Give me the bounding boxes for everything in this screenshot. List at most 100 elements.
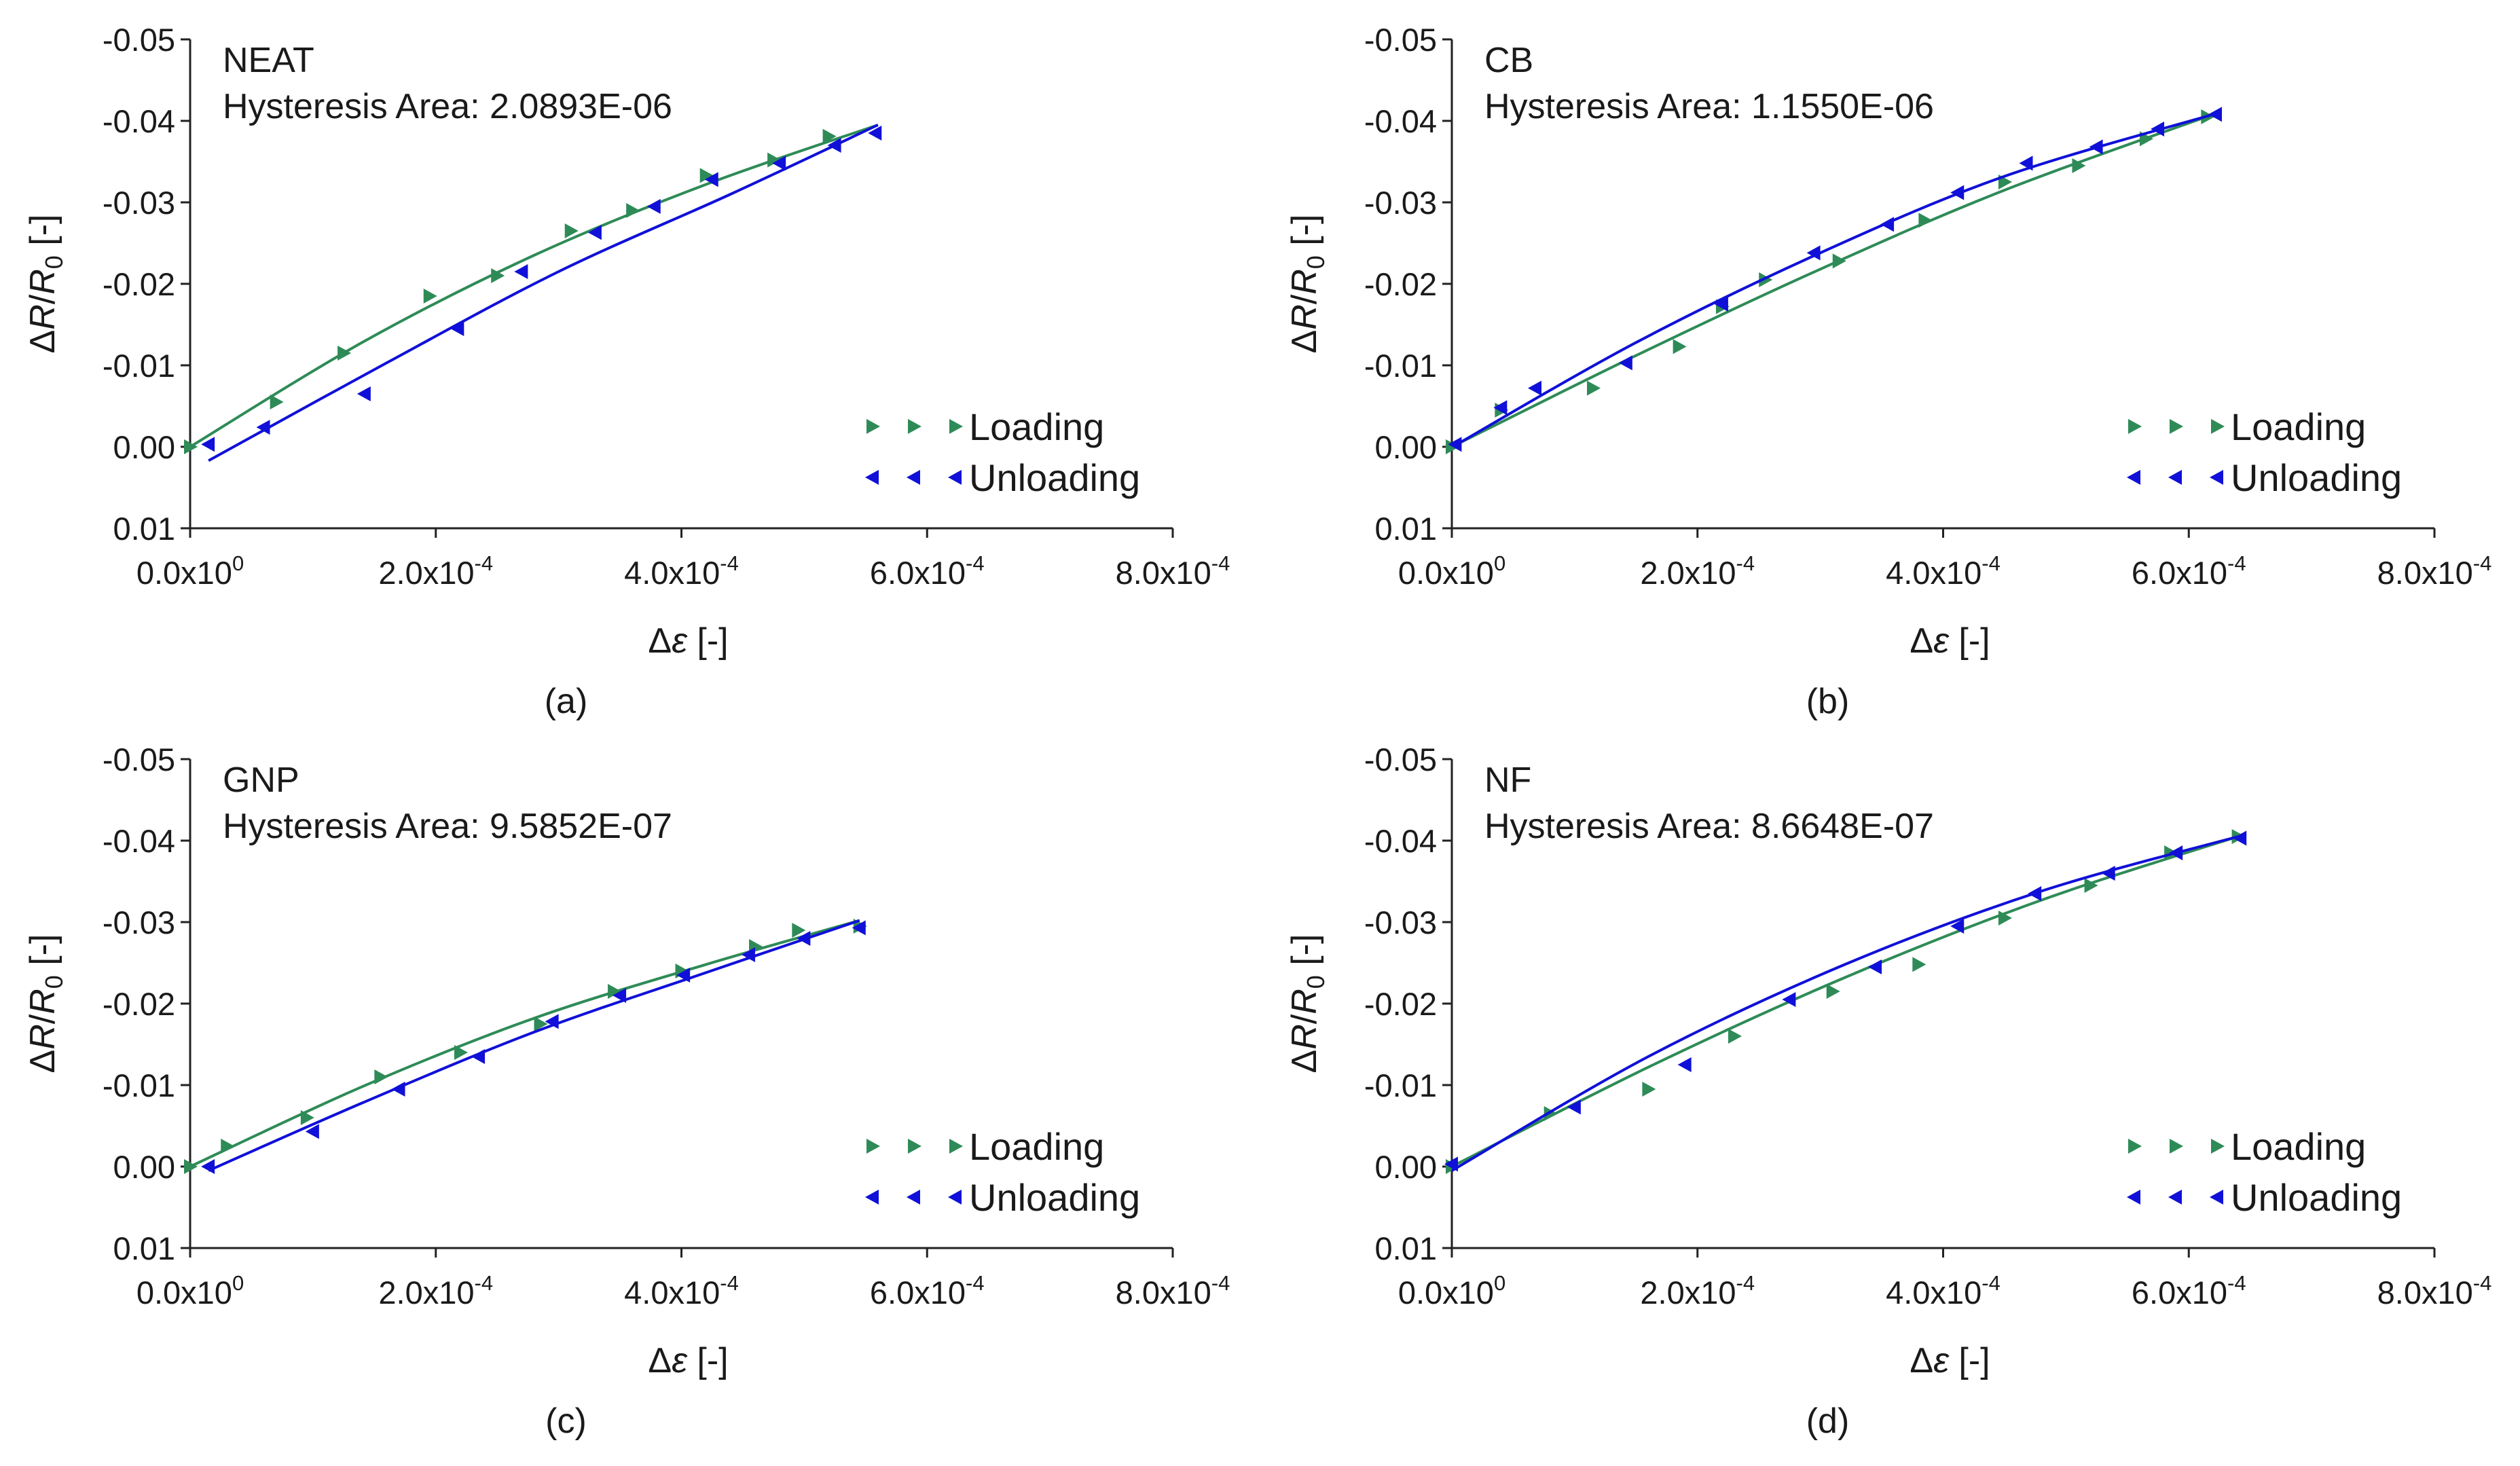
data-point-unloading — [1567, 1099, 1581, 1115]
legend-marker-loading — [866, 1139, 880, 1154]
data-point-loading — [822, 128, 837, 144]
data-point-loading — [626, 203, 640, 218]
data-point-loading — [423, 289, 437, 304]
x-tick-label: 8.0x10-4 — [2377, 1271, 2492, 1311]
data-point-unloading — [646, 199, 661, 214]
hysteresis-annotation: Hysteresis Area: 1.1550E-06 — [1484, 87, 1934, 126]
y-tick-label: -0.05 — [1364, 22, 1437, 58]
legend-marker-loading — [2128, 419, 2142, 434]
legend-label-loading: Loading — [969, 1125, 1104, 1168]
data-point-loading — [337, 346, 352, 361]
legend-label-loading: Loading — [969, 405, 1104, 448]
x-tick-label: 6.0x10-4 — [870, 551, 985, 591]
data-point-unloading — [1950, 185, 1965, 200]
legend-marker-unloading — [2127, 470, 2140, 485]
data-point-unloading — [2233, 830, 2247, 846]
panel-caption: (a) — [545, 682, 588, 721]
x-tick-label: 2.0x10-4 — [1640, 551, 1755, 591]
data-point-loading — [300, 1110, 314, 1125]
legend-marker-loading — [866, 419, 880, 434]
legend-marker-unloading — [865, 1190, 879, 1205]
y-tick-label: 0.01 — [113, 1230, 175, 1266]
legend-marker-unloading — [2210, 470, 2223, 485]
legend-marker-loading — [2170, 419, 2183, 434]
data-point-unloading — [2169, 845, 2183, 860]
data-point-unloading — [797, 931, 811, 946]
data-point-loading — [767, 152, 782, 168]
chart-panel-2: -0.05 -0.04 -0.03 -0.02 -0.01 0.00 0.01 0.0x100… — [1285, 22, 2491, 721]
y-tick-label: -0.03 — [103, 904, 175, 940]
data-point-unloading — [1880, 217, 1895, 232]
fit-line-unloading — [208, 124, 879, 462]
legend-label-loading: Loading — [2231, 405, 2366, 448]
data-point-unloading — [704, 172, 718, 187]
data-point-unloading — [201, 1159, 215, 1174]
y-tick-label: 0.00 — [113, 1149, 175, 1185]
data-point-unloading — [613, 988, 627, 1003]
data-point-unloading — [1950, 919, 1965, 934]
x-tick-label: 2.0x10-4 — [1640, 1271, 1755, 1311]
data-point-unloading — [2151, 122, 2165, 136]
data-point-loading — [1642, 1082, 1656, 1097]
x-axis-label: Δε [-] — [648, 1341, 728, 1380]
data-point-unloading — [1806, 245, 1821, 261]
legend-marker-loading — [2211, 1139, 2225, 1154]
fit-line-loading — [189, 124, 879, 448]
data-point-unloading — [305, 1124, 319, 1139]
data-point-unloading — [2101, 866, 2115, 881]
x-tick-label: 4.0x10-4 — [1886, 1271, 2001, 1311]
x-tick-label: 6.0x10-4 — [870, 1271, 985, 1311]
panel-caption: (d) — [1806, 1401, 1850, 1441]
legend-marker-unloading — [865, 470, 879, 485]
y-tick-label: -0.02 — [1364, 266, 1437, 302]
panel-title: GNP — [223, 761, 299, 800]
legend-label-unloading: Unloading — [2231, 456, 2402, 499]
chart-panel-3: -0.05 -0.04 -0.03 -0.02 -0.01 0.00 0.01 0.0x100… — [23, 741, 1230, 1441]
x-tick-label: 8.0x10-4 — [1116, 1271, 1230, 1311]
data-point-unloading — [450, 321, 464, 336]
fit-line-loading — [189, 919, 860, 1168]
legend-marker-unloading — [907, 470, 920, 485]
x-tick-label: 4.0x10-4 — [624, 1271, 739, 1311]
data-point-unloading — [1618, 355, 1632, 371]
data-point-loading — [534, 1016, 548, 1031]
x-tick-label: 0.0x100 — [136, 1271, 244, 1311]
data-point-unloading — [676, 968, 691, 983]
x-tick-label: 0.0x100 — [136, 551, 244, 591]
data-point-unloading — [741, 947, 755, 962]
data-point-loading — [2072, 158, 2086, 173]
data-point-unloading — [2208, 107, 2223, 122]
x-tick-label: 4.0x10-4 — [1886, 551, 2001, 591]
x-tick-label: 4.0x10-4 — [624, 551, 739, 591]
y-tick-label: -0.04 — [103, 103, 175, 139]
y-axis-label: ΔR/R0 [-] — [1285, 934, 1330, 1073]
legend-marker-unloading — [948, 1190, 962, 1205]
data-point-loading — [491, 268, 505, 283]
data-point-unloading — [391, 1082, 405, 1097]
x-tick-label: 0.0x100 — [1398, 551, 1505, 591]
chart-panel-4: -0.05 -0.04 -0.03 -0.02 -0.01 0.00 0.01 0.0x100… — [1285, 741, 2491, 1441]
legend-marker-unloading — [948, 470, 962, 485]
hysteresis-annotation: Hysteresis Area: 9.5852E-07 — [223, 807, 672, 846]
x-tick-label: 6.0x10-4 — [2132, 551, 2246, 591]
data-point-loading — [1918, 213, 1933, 228]
x-tick-label: 6.0x10-4 — [2132, 1271, 2246, 1311]
data-point-unloading — [852, 920, 866, 936]
panel-caption: (b) — [1806, 682, 1850, 721]
y-tick-label: -0.02 — [103, 986, 175, 1022]
legend-marker-unloading — [2168, 470, 2182, 485]
x-tick-label: 8.0x10-4 — [1116, 551, 1230, 591]
y-tick-label: -0.05 — [103, 741, 175, 777]
y-tick-label: -0.02 — [1364, 986, 1437, 1022]
y-axis-label: ΔR/R0 [-] — [23, 934, 68, 1073]
legend-label-unloading: Unloading — [2231, 1176, 2402, 1219]
data-point-loading — [1912, 957, 1926, 972]
data-point-unloading — [1868, 959, 1882, 974]
y-tick-label: -0.02 — [103, 266, 175, 302]
data-point-loading — [1728, 1029, 1742, 1044]
y-tick-label: 0.01 — [1375, 1230, 1437, 1266]
panel-caption: (c) — [545, 1401, 587, 1441]
y-tick-label: -0.01 — [1364, 1067, 1437, 1103]
data-point-unloading — [827, 138, 841, 153]
data-point-unloading — [2028, 886, 2042, 901]
